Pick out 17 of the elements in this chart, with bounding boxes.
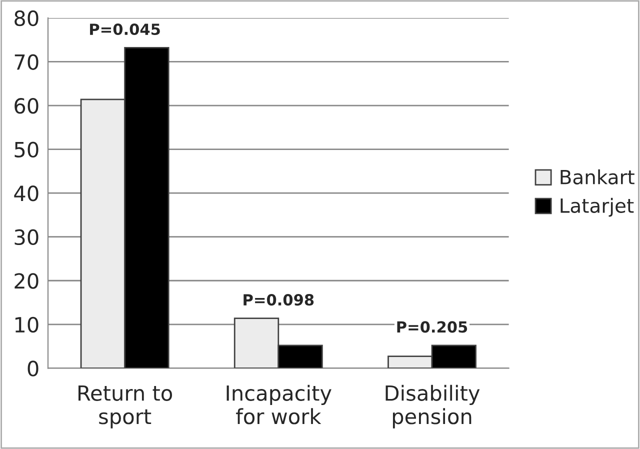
annotation: P=0.205 xyxy=(397,321,468,333)
annotation: P=0.045 xyxy=(90,23,160,36)
y-tick-label: 60 xyxy=(14,98,38,114)
y-tick-label: 10 xyxy=(15,316,38,333)
y-tick-label: 70 xyxy=(14,54,38,70)
x-tick-label: Return to sport xyxy=(78,385,172,428)
y-tick-label: 30 xyxy=(14,229,38,246)
legend-label: Bankart xyxy=(560,169,634,184)
y-tick-label: 0 xyxy=(28,360,38,376)
legend-label: Latarjet xyxy=(560,198,634,217)
x-tick-label: Disability pension xyxy=(386,384,480,428)
annotation: P=0.098 xyxy=(244,294,314,306)
x-tick-label: Incapacity for work xyxy=(226,384,332,424)
y-tick-label: 20 xyxy=(14,273,38,289)
y-tick-label: 80 xyxy=(14,10,38,26)
y-tick-label: 40 xyxy=(14,186,38,202)
y-tick-label: 50 xyxy=(14,142,38,158)
